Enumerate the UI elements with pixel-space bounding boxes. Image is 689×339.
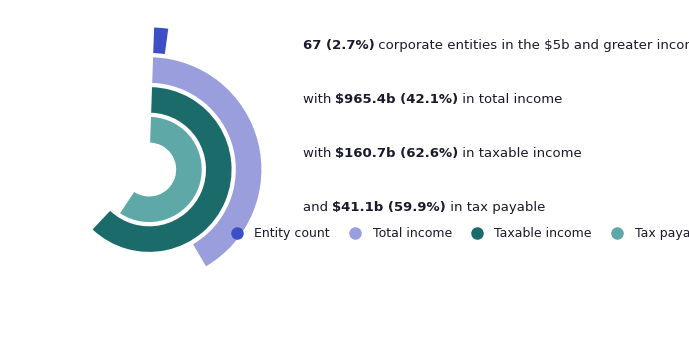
Text: $41.1b (59.9%): $41.1b (59.9%) (332, 201, 446, 214)
Text: Total income: Total income (373, 227, 452, 240)
Text: Entity count: Entity count (254, 227, 330, 240)
Text: $160.7b (62.6%): $160.7b (62.6%) (336, 147, 458, 160)
Text: Tax payable: Tax payable (635, 227, 689, 240)
Text: $965.4b (42.1%): $965.4b (42.1%) (336, 93, 458, 106)
Text: corporate entities in the $5b and greater income segment: corporate entities in the $5b and greate… (374, 39, 689, 52)
Text: in taxable income: in taxable income (458, 147, 582, 160)
Text: with: with (302, 147, 336, 160)
Text: with: with (302, 93, 336, 106)
Wedge shape (120, 117, 202, 222)
Text: and: and (302, 201, 332, 214)
Wedge shape (153, 27, 168, 54)
Text: in total income: in total income (458, 93, 563, 106)
Text: in tax payable: in tax payable (446, 201, 545, 214)
Text: 67 (2.7%): 67 (2.7%) (302, 39, 374, 52)
Wedge shape (92, 87, 232, 252)
Text: Taxable income: Taxable income (495, 227, 592, 240)
Wedge shape (152, 57, 261, 266)
